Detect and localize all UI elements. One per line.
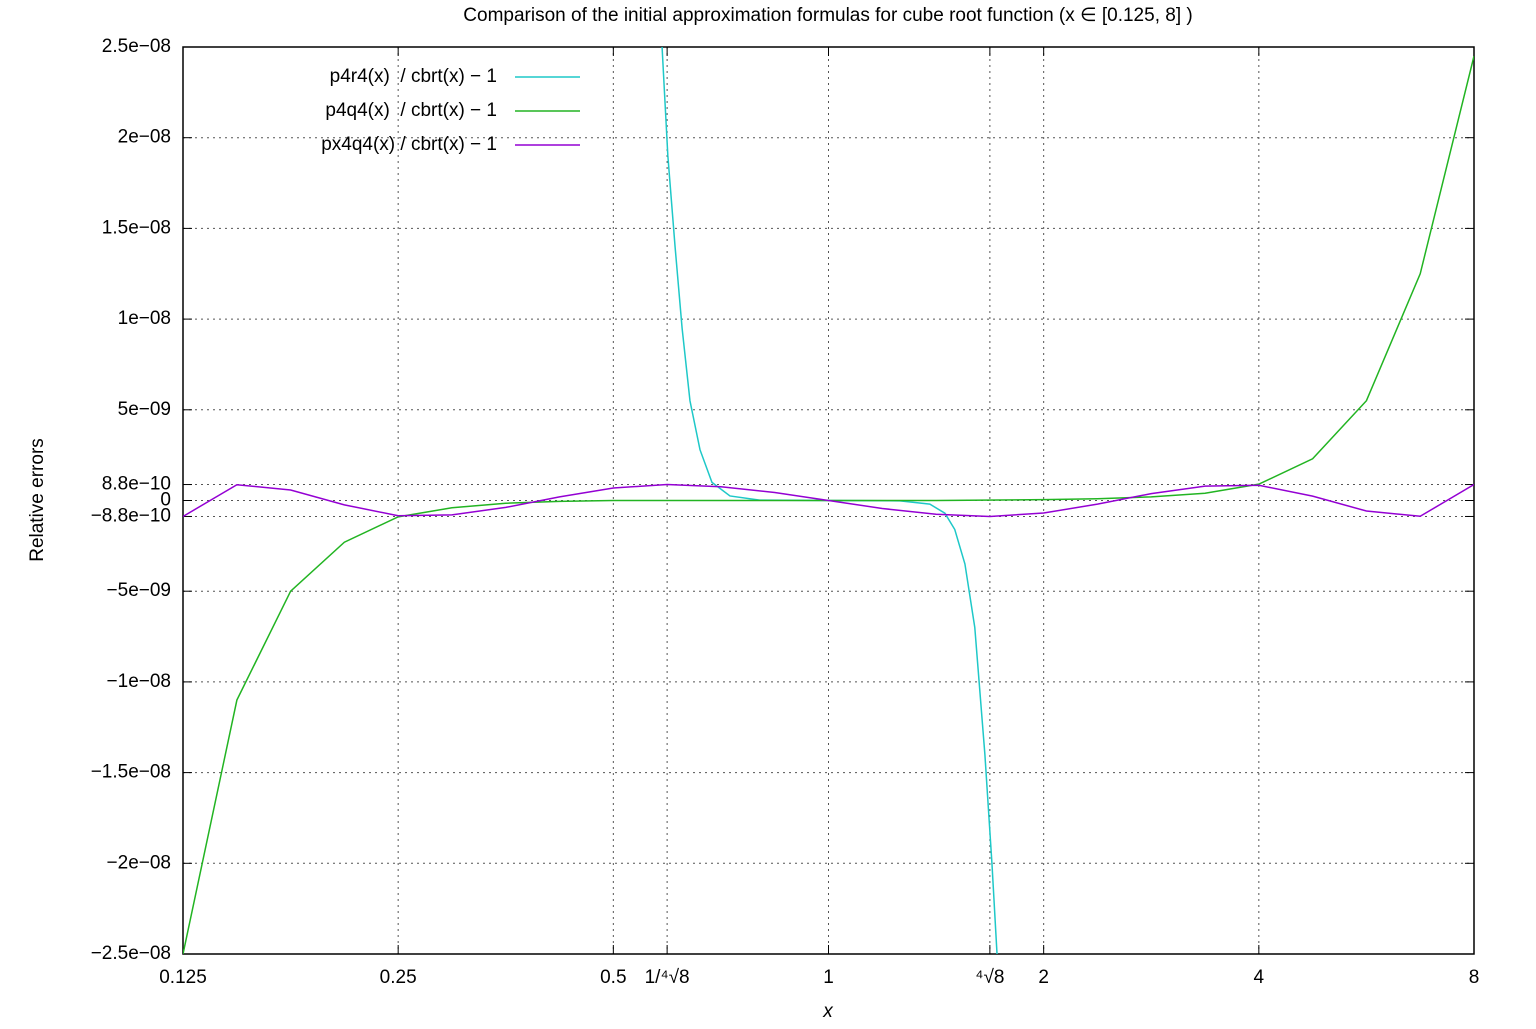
- y-axis-label: Relative errors: [27, 438, 48, 562]
- y-tick-label: −1.5e−08: [91, 762, 171, 783]
- x-axis-label: x: [822, 1001, 834, 1022]
- y-tick-label: −2e−08: [107, 852, 171, 873]
- series-line: [183, 483, 1474, 518]
- x-tick-label: 4: [1254, 967, 1265, 988]
- y-tick-label: 2.5e−08: [102, 36, 171, 57]
- y-tick-label: 8.8e−10: [102, 474, 171, 495]
- y-tick-label: 2e−08: [118, 127, 171, 148]
- legend-label: p4q4(x) / cbrt(x) − 1: [325, 100, 497, 121]
- legend-label: p4r4(x) / cbrt(x) − 1: [330, 66, 497, 87]
- y-tick-label: −8.8e−10: [91, 505, 171, 526]
- chart-title: Comparison of the initial approximation …: [463, 5, 1192, 26]
- y-tick-label: 1e−08: [118, 308, 171, 329]
- legend-label: px4q4(x) / cbrt(x) − 1: [321, 134, 497, 155]
- x-tick-label: 1: [823, 967, 834, 988]
- x-tick-label: 2: [1038, 967, 1049, 988]
- y-tick-label: 5e−09: [118, 399, 171, 420]
- y-tick-label: 0: [160, 490, 171, 511]
- y-tick-label: −2.5e−08: [91, 943, 171, 964]
- y-tick-label: 1.5e−08: [102, 217, 171, 238]
- y-tick-label: −5e−09: [107, 580, 171, 601]
- series-line: [183, 55, 1474, 954]
- plot-frame: [182, 46, 1475, 955]
- x-tick-label: ⁴√8: [975, 967, 1004, 988]
- x-tick-label: 8: [1469, 967, 1480, 988]
- x-tick-label: 0.5: [600, 967, 626, 988]
- x-tick-label: 1/⁴√8: [645, 967, 690, 988]
- y-tick-label: −1e−08: [107, 671, 171, 692]
- plot-area: [183, 47, 1474, 954]
- x-tick-label: 0.25: [380, 967, 417, 988]
- x-tick-label: 0.125: [159, 967, 207, 988]
